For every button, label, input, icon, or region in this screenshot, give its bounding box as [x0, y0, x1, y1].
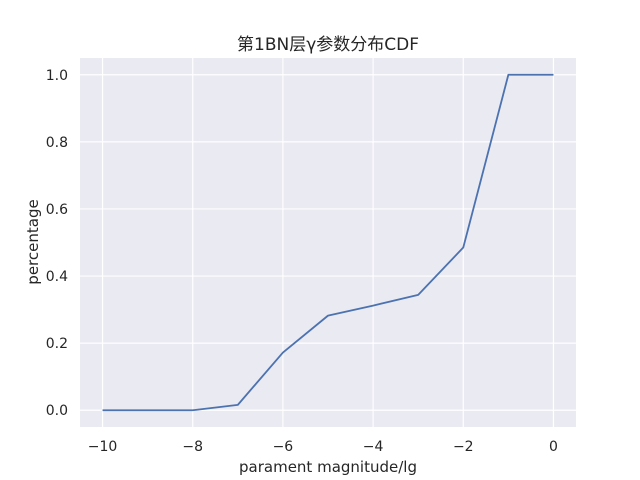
chart-title: 第1BN层γ参数分布CDF — [237, 35, 419, 55]
x-tick-labels: −10 −8 −6 −4 −2 0 — [88, 439, 558, 455]
y-axis-label: percentage — [24, 199, 42, 284]
y-tick-label: 1.0 — [46, 68, 68, 84]
x-tick-label: −10 — [88, 439, 118, 455]
series-layer — [102, 73, 554, 412]
x-tick-label: −8 — [182, 439, 203, 455]
series-line — [102, 73, 554, 412]
x-tick-label: −4 — [363, 439, 384, 455]
plot-background — [80, 58, 576, 427]
x-tick-label: −2 — [453, 439, 474, 455]
y-tick-label: 0.4 — [46, 269, 68, 285]
y-tick-label: 0.8 — [46, 135, 68, 151]
y-tick-label: 0.6 — [46, 202, 68, 218]
x-tick-label: −6 — [273, 439, 294, 455]
x-tick-label: 0 — [549, 439, 558, 455]
y-tick-label: 0.0 — [46, 403, 68, 419]
y-tick-label: 0.2 — [46, 336, 68, 352]
y-tick-labels: 0.0 0.2 0.4 0.6 0.8 1.0 — [46, 68, 68, 419]
x-axis-label: parament magnitude/lg — [239, 458, 417, 476]
